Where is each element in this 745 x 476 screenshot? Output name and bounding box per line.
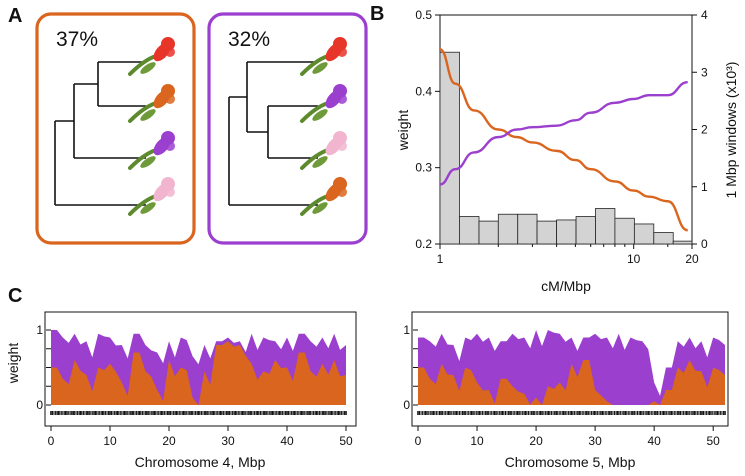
flower-lobe-0 bbox=[165, 47, 175, 57]
xtick-label: 10 bbox=[103, 434, 117, 448]
panel-b-ticks: 1 10 20 0.2 0.3 0.4 0.5 0 1 2 3 4 bbox=[415, 8, 708, 266]
chr4-xlabel: Chromosome 4, Mbp bbox=[135, 454, 266, 470]
histogram-bar bbox=[497, 213, 519, 245]
flower-lobe-4 bbox=[337, 47, 347, 57]
panel-b-ytick-left-label: 0.2 bbox=[415, 237, 432, 251]
tree-2-clade-root bbox=[228, 96, 318, 206]
panel-b-ytick-left-label: 0.5 bbox=[415, 8, 432, 22]
chr5-areas bbox=[418, 330, 725, 405]
panel-c-chromosome-5: 0 10 20 30 40 50 0 1 Chromosome 5, Mbp bbox=[403, 311, 729, 470]
xtick-label: 20 bbox=[162, 434, 176, 448]
tree-1-clade-inner bbox=[74, 61, 146, 107]
panel-b-ylabel-right: 1 Mbp windows (x10³) bbox=[723, 62, 739, 199]
flower-leaf-0 bbox=[140, 62, 156, 74]
histogram-bar bbox=[536, 220, 558, 245]
flower-lobe-2 bbox=[165, 141, 175, 151]
flower-leaf-6 bbox=[312, 156, 328, 168]
tree-1-percent: 37% bbox=[56, 28, 98, 51]
ytick-label: 1 bbox=[403, 323, 410, 337]
chr5-frame bbox=[411, 311, 729, 427]
histogram-bar bbox=[672, 240, 693, 245]
histogram-bars bbox=[439, 51, 693, 245]
tree-2-clade-mid bbox=[246, 61, 318, 132]
flower-leaf-2 bbox=[140, 156, 156, 168]
xtick-label: 40 bbox=[280, 434, 294, 448]
tree-2-clade-inner bbox=[247, 105, 318, 159]
orange-weight-area bbox=[418, 360, 725, 405]
xtick-label: 10 bbox=[470, 434, 484, 448]
histogram-bar bbox=[595, 208, 616, 245]
tree-box-2-frame bbox=[207, 12, 368, 245]
flower-leaf-7 bbox=[312, 202, 328, 214]
tree-box-2: 32% bbox=[207, 12, 368, 245]
flower-lobe-7 bbox=[337, 187, 347, 197]
chr4-window-rug bbox=[50, 411, 347, 415]
panel-c-chromosome-4: 0 10 20 30 40 50 0 1 weight Chromosome 4, Mbp bbox=[5, 311, 357, 470]
panel-b-xlabel: cM/Mbp bbox=[541, 278, 591, 294]
flower-lobe-1 bbox=[165, 94, 175, 104]
histogram-bar bbox=[614, 217, 635, 245]
ytick-label: 1 bbox=[36, 323, 43, 337]
orange-weight-line bbox=[439, 48, 689, 232]
panel-label-a: A bbox=[8, 5, 22, 27]
flower-lobe-3 bbox=[165, 187, 175, 197]
purple-weight-line bbox=[439, 80, 688, 186]
tree-box-1-frame bbox=[35, 12, 196, 245]
panel-b-ytick-right-label: 4 bbox=[701, 8, 708, 22]
flower-lobe-6 bbox=[337, 141, 347, 151]
flower-leaf-5 bbox=[312, 109, 328, 121]
panel-b-xtick-label: 10 bbox=[627, 252, 641, 266]
panel-b-frame bbox=[439, 14, 693, 245]
panel-b-ytick-right-label: 1 bbox=[701, 180, 708, 194]
xtick-label: 0 bbox=[415, 434, 422, 448]
panel-b-xtick-label: 20 bbox=[685, 252, 699, 266]
ytick-label: 0 bbox=[403, 398, 410, 412]
panel-b-ytick-right-label: 2 bbox=[701, 123, 708, 137]
flower-leaf-4 bbox=[312, 62, 328, 74]
ytick-label: 0 bbox=[36, 398, 43, 412]
panel-b-xtick-label: 1 bbox=[437, 252, 444, 266]
histogram-bar bbox=[633, 223, 655, 245]
flower-icons bbox=[128, 37, 347, 216]
histogram-bar bbox=[575, 216, 596, 245]
panel-b-ytick-left-label: 0.4 bbox=[415, 84, 432, 98]
chr4-ticks: 0 10 20 30 40 50 0 1 bbox=[36, 323, 353, 448]
tree-box-1: 37% bbox=[35, 12, 196, 245]
tree-1-clade-mid bbox=[55, 84, 146, 159]
panel-b-ytick-left-label: 0.3 bbox=[415, 161, 432, 175]
xtick-label: 0 bbox=[48, 434, 55, 448]
histogram-bar bbox=[459, 216, 480, 245]
flower-lobe-5 bbox=[337, 94, 347, 104]
panel-b-chart: 1 10 20 0.2 0.3 0.4 0.5 0 1 2 3 4 weight 1 Mbp wind… bbox=[395, 8, 739, 294]
panel-label-b: B bbox=[370, 3, 384, 25]
xtick-label: 40 bbox=[647, 434, 661, 448]
panel-b-ytick-right-label: 0 bbox=[701, 237, 708, 251]
histogram-bar bbox=[439, 51, 460, 245]
panel-label-c: C bbox=[8, 285, 22, 307]
xtick-label: 50 bbox=[707, 434, 721, 448]
histogram-bar bbox=[556, 219, 577, 245]
tree-1-clade-root bbox=[54, 121, 146, 206]
histogram-bar bbox=[478, 220, 499, 245]
panel-b-ylabel-left: weight bbox=[395, 110, 411, 152]
chr5-ticks: 0 10 20 30 40 50 0 1 bbox=[403, 323, 720, 448]
xtick-label: 30 bbox=[221, 434, 235, 448]
flower-leaf-3 bbox=[140, 202, 156, 214]
tree-2-percent: 32% bbox=[228, 28, 270, 51]
xtick-label: 20 bbox=[529, 434, 543, 448]
chr5-window-rug bbox=[417, 411, 726, 415]
flower-leaf-1 bbox=[140, 109, 156, 121]
histogram-bar bbox=[517, 213, 538, 245]
chr5-xlabel: Chromosome 5, Mbp bbox=[505, 454, 636, 470]
xtick-label: 30 bbox=[588, 434, 602, 448]
chr4-ylabel: weight bbox=[5, 343, 21, 385]
chr4-frame bbox=[44, 311, 357, 427]
histogram-bar bbox=[653, 232, 674, 245]
panel-b-ytick-right-label: 3 bbox=[701, 65, 708, 79]
orange-weight-area bbox=[51, 341, 346, 405]
chr4-areas bbox=[51, 330, 346, 405]
xtick-label: 50 bbox=[339, 434, 353, 448]
